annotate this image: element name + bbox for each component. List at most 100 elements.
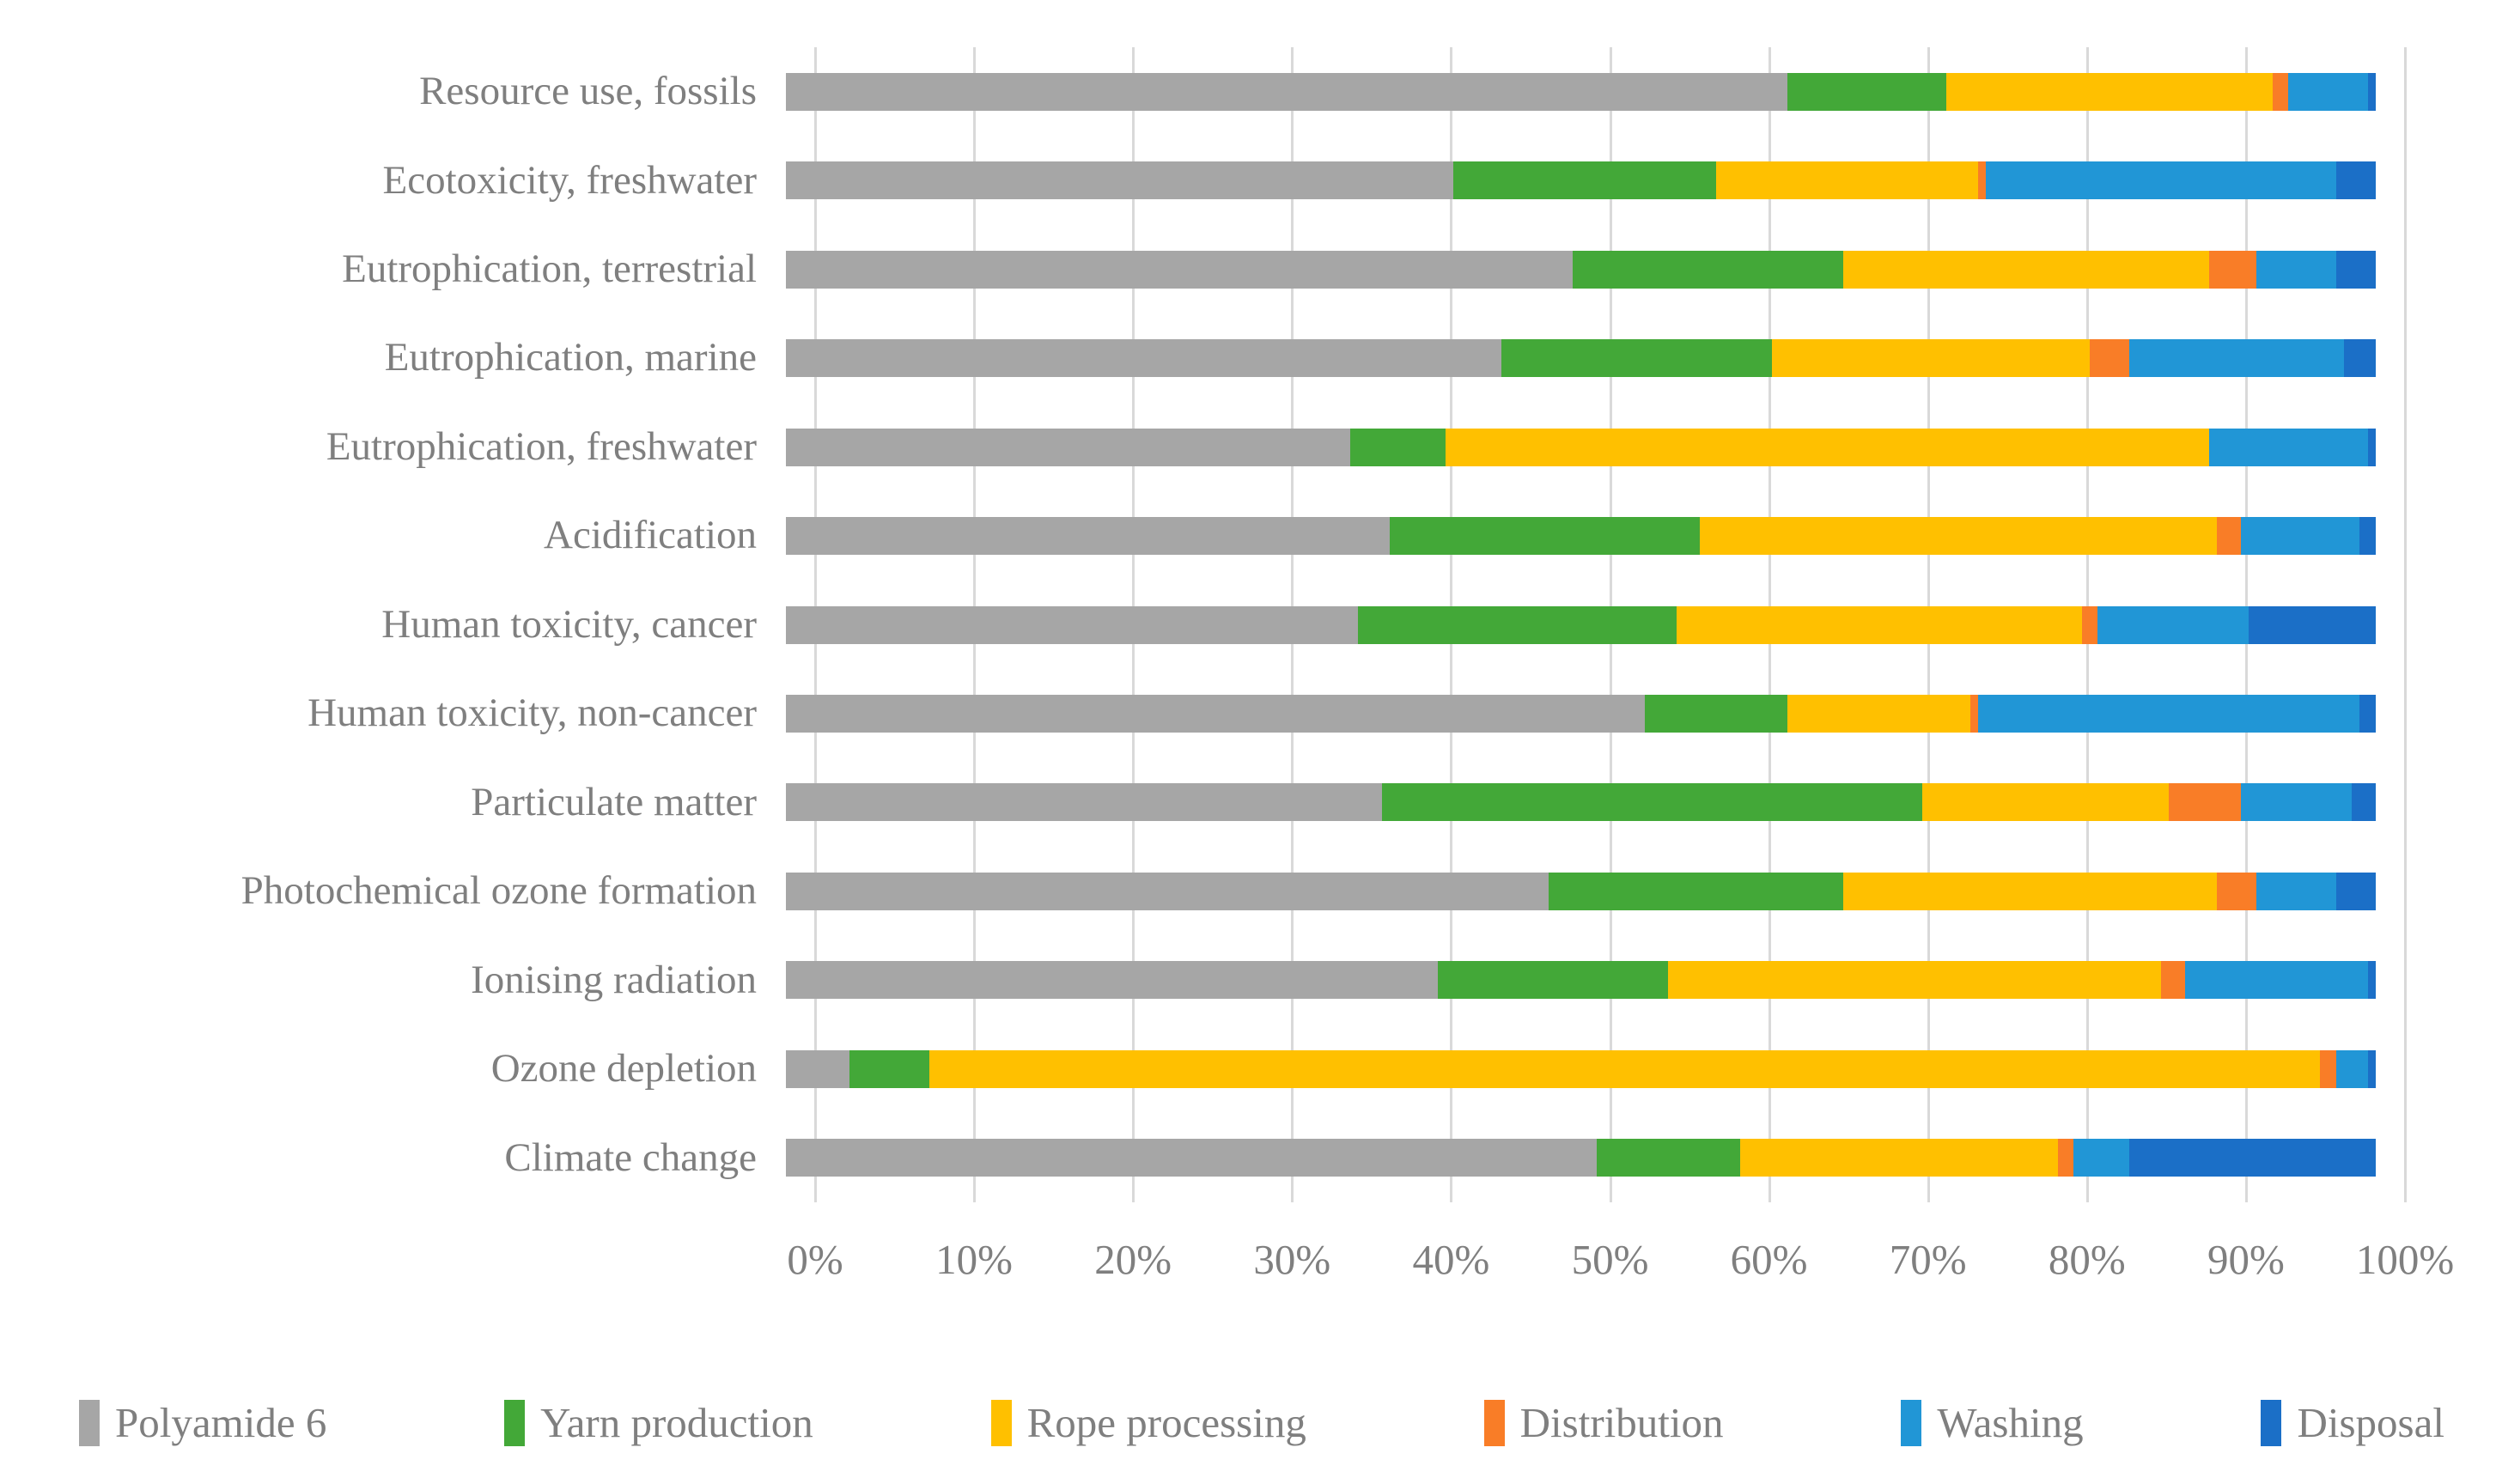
legend: Polyamide 6 Yarn production Rope processin… (79, 1398, 2444, 1447)
segment-distribution (2216, 872, 2257, 910)
segment-rope-processing (1739, 1139, 2058, 1177)
segment-disposal (2367, 1049, 2376, 1088)
segment-disposal (2129, 1139, 2376, 1177)
segment-washing (2335, 1049, 2368, 1088)
bar-row-eutrophication-freshwater: Eutrophication, freshwater (0, 403, 2496, 491)
bar-row-particulate-matter: Particulate matter (0, 758, 2496, 847)
segment-disposal (2343, 339, 2376, 378)
segment-disposal (2359, 517, 2376, 556)
category-label: Human toxicity, cancer (381, 601, 757, 647)
segment-distribution (1969, 695, 1979, 733)
x-tick-label: 30% (1253, 1236, 1331, 1283)
segment-rope-processing (1842, 250, 2209, 289)
segment-yarn-production (1437, 961, 1669, 1000)
segment-rope-processing (928, 1049, 2321, 1088)
legend-swatch-icon (2261, 1399, 2282, 1446)
stacked-bar (786, 872, 2376, 910)
gridline-100 (2404, 47, 2407, 1202)
segment-polyamide-6 (786, 605, 1359, 644)
legend-label: Disposal (2297, 1399, 2444, 1446)
bar-row-ionising-radiation: Ionising radiation (0, 936, 2496, 1025)
category-label: Ecotoxicity, freshwater (382, 157, 757, 203)
stacked-bar (786, 783, 2376, 822)
segment-washing (2073, 1139, 2130, 1177)
category-label: Ionising radiation (471, 957, 757, 1002)
segment-disposal (2367, 72, 2376, 111)
segment-distribution (2161, 961, 2185, 1000)
legend-item-polyamide-6: Polyamide 6 (79, 1398, 326, 1447)
segment-washing (1978, 695, 2360, 733)
legend-label: Yarn production (540, 1399, 813, 1446)
segment-polyamide-6 (786, 161, 1454, 200)
legend-label: Distribution (1519, 1399, 1724, 1446)
category-label: Resource use, fossils (419, 69, 757, 114)
segment-disposal (2335, 250, 2376, 289)
x-tick-label: 0% (787, 1236, 843, 1283)
segment-polyamide-6 (786, 517, 1391, 556)
segment-yarn-production (849, 1049, 929, 1088)
segment-rope-processing (1787, 695, 1970, 733)
x-tick-label: 80% (2048, 1236, 2126, 1283)
segment-polyamide-6 (786, 428, 1351, 466)
category-label: Photochemical ozone formation (240, 868, 757, 914)
segment-yarn-production (1787, 72, 1947, 111)
segment-distribution (2169, 783, 2241, 822)
segment-washing (2184, 961, 2368, 1000)
category-label: Ozone depletion (490, 1046, 757, 1092)
category-label: Climate change (504, 1134, 757, 1180)
segment-polyamide-6 (786, 72, 1788, 111)
segment-disposal (2335, 161, 2376, 200)
segment-rope-processing (1771, 339, 2090, 378)
segment-distribution (2272, 72, 2289, 111)
x-tick-label: 90% (2207, 1236, 2285, 1283)
segment-yarn-production (1501, 339, 1772, 378)
bar-row-ecotoxicity-freshwater: Ecotoxicity, freshwater (0, 136, 2496, 224)
x-tick-label: 10% (935, 1236, 1014, 1283)
x-tick-label: 20% (1094, 1236, 1172, 1283)
segment-polyamide-6 (786, 783, 1383, 822)
segment-rope-processing (1715, 161, 1979, 200)
segment-yarn-production (1382, 783, 1923, 822)
segment-washing (2240, 517, 2360, 556)
stacked-bar (786, 517, 2376, 556)
x-tick-label: 100% (2355, 1236, 2455, 1283)
segment-rope-processing (1446, 428, 2209, 466)
category-label: Eutrophication, terrestrial (342, 246, 757, 291)
segment-distribution (2320, 1049, 2336, 1088)
segment-washing (2129, 339, 2344, 378)
bar-row-ozone-depletion: Ozone depletion (0, 1025, 2496, 1113)
bar-row-acidification: Acidification (0, 491, 2496, 580)
stacked-bar (786, 695, 2376, 733)
bar-rows: Resource use, fossils Ecotoxicity, freshw… (0, 47, 2496, 1202)
x-tick-label: 60% (1730, 1236, 1808, 1283)
segment-yarn-production (1453, 161, 1716, 200)
segment-yarn-production (1597, 1139, 1740, 1177)
segment-distribution (2208, 250, 2257, 289)
category-label: Eutrophication, freshwater (326, 423, 757, 469)
segment-washing (2288, 72, 2368, 111)
legend-item-disposal: Disposal (2261, 1398, 2444, 1447)
segment-yarn-production (1358, 605, 1677, 644)
segment-polyamide-6 (786, 250, 1574, 289)
segment-polyamide-6 (786, 339, 1501, 378)
x-tick-label: 40% (1412, 1236, 1490, 1283)
segment-washing (2256, 250, 2336, 289)
stacked-bar (786, 605, 2376, 644)
category-label: Particulate matter (471, 779, 757, 824)
bar-row-photochemical-ozone-formation: Photochemical ozone formation (0, 847, 2496, 935)
stacked-bar (786, 72, 2376, 111)
segment-polyamide-6 (786, 961, 1438, 1000)
stacked-bar (786, 1139, 2376, 1177)
segment-yarn-production (1390, 517, 1701, 556)
legend-label: Polyamide 6 (115, 1399, 327, 1446)
segment-yarn-production (1350, 428, 1446, 466)
legend-label: Washing (1937, 1399, 2084, 1446)
segment-rope-processing (1676, 605, 2082, 644)
segment-washing (2256, 872, 2336, 910)
stacked-bar (786, 339, 2376, 378)
segment-distribution (2089, 339, 2130, 378)
bar-row-eutrophication-terrestrial: Eutrophication, terrestrial (0, 225, 2496, 313)
legend-swatch-icon (1901, 1399, 1922, 1446)
segment-distribution (1978, 161, 1987, 200)
